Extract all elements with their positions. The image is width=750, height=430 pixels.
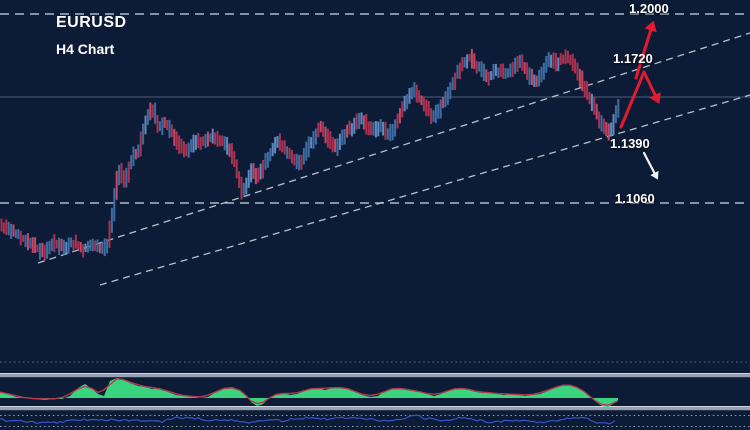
- bullish-projection-arrow: [634, 24, 654, 80]
- bullish-projection-arrow-head: [644, 20, 657, 33]
- price-level-label-1-1720: 1.1720: [613, 51, 653, 66]
- instrument-title: EURUSD: [56, 14, 127, 31]
- pullback-zigzag-arrow-head: [649, 92, 661, 105]
- price-level-label-1-1390: 1.1390: [610, 136, 650, 151]
- price-level-label-1-2000: 1.2000: [629, 1, 669, 16]
- trendlines-layer: [37, 32, 750, 286]
- oscillator-indicator: [0, 414, 750, 427]
- price-level-label-1-1060: 1.1060: [615, 191, 655, 206]
- timeframe-title: H4 Chart: [56, 41, 115, 57]
- osma-signal-line: [0, 378, 619, 406]
- osma-area: [0, 378, 618, 407]
- gridlines-layer: [0, 13, 750, 363]
- lower-channel: [99, 94, 750, 286]
- upper-channel: [37, 32, 750, 264]
- panel-separators: [0, 373, 750, 411]
- bearish-projection-arrow: [642, 151, 658, 178]
- osma-indicator: [0, 378, 619, 407]
- candles-layer: [0, 48, 620, 261]
- pullback-zigzag-arrow: [619, 70, 659, 129]
- chart-legend: EURUSD H4 Chart: [56, 14, 127, 57]
- bearish-projection-arrow-head: [650, 170, 659, 180]
- annotation-arrows: [619, 20, 661, 180]
- oscillator-blue-line: [0, 414, 616, 425]
